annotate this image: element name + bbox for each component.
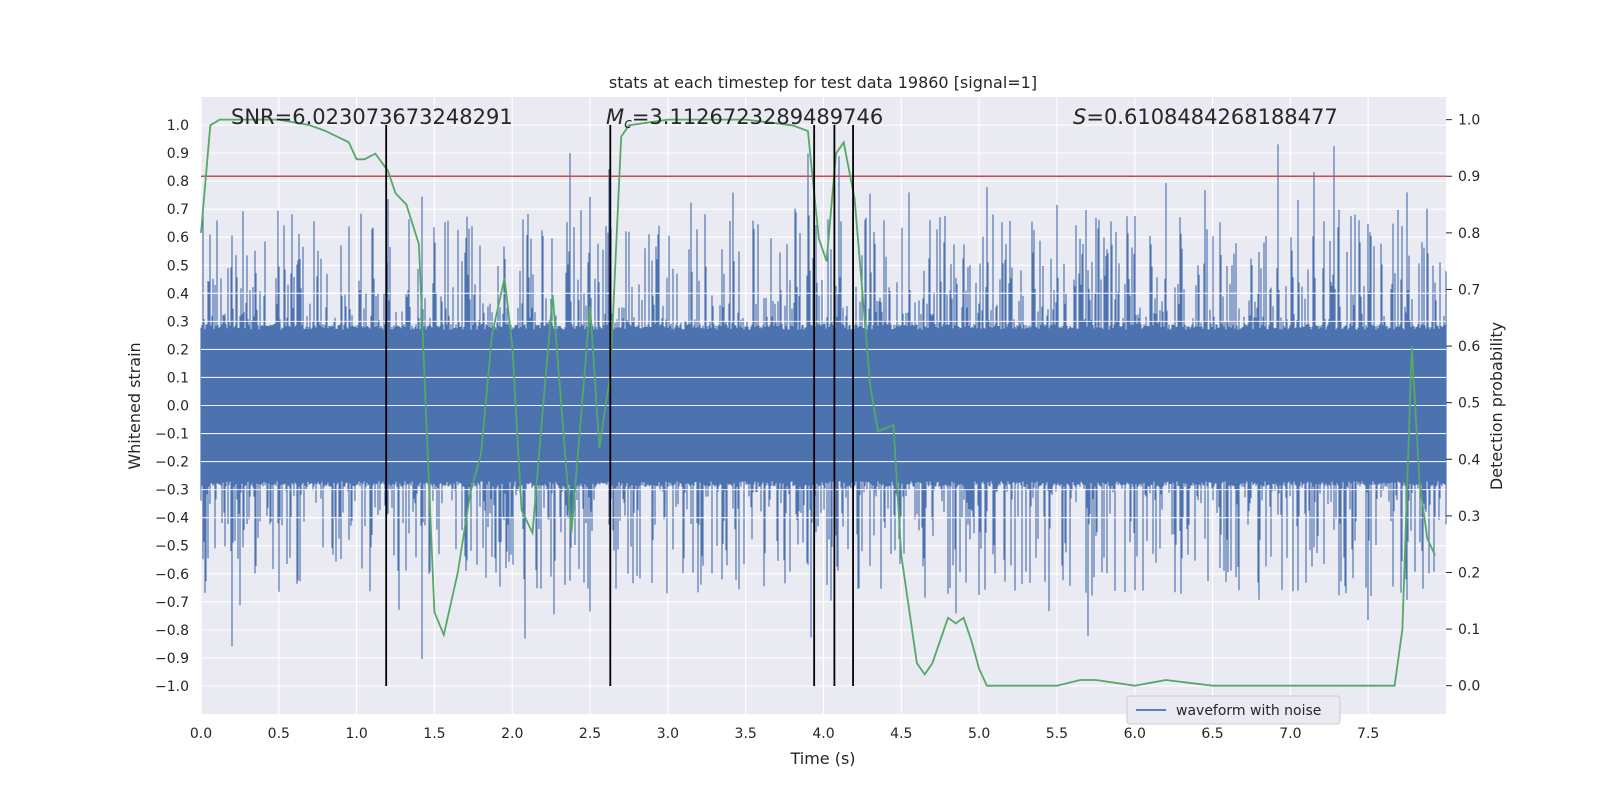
x-tick-label: 7.0 (1279, 726, 1301, 742)
y-right-tick-label: 0.2 (1458, 565, 1480, 581)
y-right-tick-label: 0.1 (1458, 622, 1480, 638)
y-left-tick-label: −0.3 (155, 483, 189, 499)
x-tick-label: 3.0 (657, 726, 679, 742)
score-symbol: S (1073, 105, 1086, 129)
y-left-tick-label: −0.5 (155, 539, 189, 555)
chirp-mass-symbol: M (606, 105, 624, 129)
x-tick-label: 4.5 (890, 726, 912, 742)
x-tick-label: 1.0 (345, 726, 367, 742)
y-left-tick-label: 0.6 (167, 230, 189, 246)
chart-title: stats at each timestep for test data 198… (609, 73, 1037, 92)
y-right-tick-label: 0.5 (1458, 396, 1480, 412)
probability-series (200, 118, 1436, 687)
legend-box (1126, 695, 1341, 725)
y-left-tick-label: 0.7 (167, 202, 189, 218)
chirp-mass-annotation: Mc=3.1126723289489746 (606, 105, 883, 132)
score-annotation: S=0.6108484268188477 (1073, 105, 1338, 129)
x-tick-label: 4.0 (812, 726, 834, 742)
y-left-tick-label: −1.0 (155, 679, 189, 695)
chirp-mass-subscript: c (624, 116, 632, 132)
y-left-tick-label: −0.4 (155, 511, 189, 527)
y-right-axis-ticks: 1.0 0.9 0.8 0.7 0.6 0.5 0.4 0.3 0.2 0.1 0.0 (1446, 113, 1480, 695)
snr-annotation: SNR=6.023073673248291 (231, 105, 513, 129)
y-left-tick-label: −0.6 (155, 567, 189, 583)
y-left-tick-label: −0.1 (155, 427, 189, 443)
x-tick-label: 7.5 (1357, 726, 1379, 742)
y-right-tick-label: 0.4 (1458, 452, 1480, 468)
y-left-axis-ticks: 1.0 0.9 0.8 0.7 0.6 0.5 0.4 0.3 0.2 0.1 0.0 −0.1 −0.… (155, 118, 189, 695)
y-right-tick-label: 0.7 (1458, 282, 1480, 298)
x-tick-label: 2.0 (501, 726, 523, 742)
legend-label: waveform with noise (1176, 703, 1321, 719)
y-left-tick-label: −0.8 (155, 623, 189, 639)
legend: waveform with noise (1126, 695, 1341, 725)
event-markers (385, 125, 854, 686)
y-left-axis-label: Whitened strain (125, 342, 144, 469)
y-left-tick-label: −0.2 (155, 455, 189, 471)
waveform-series (200, 144, 1447, 659)
x-tick-label: 6.0 (1124, 726, 1146, 742)
y-right-tick-label: 0.0 (1458, 679, 1480, 695)
y-right-tick-label: 1.0 (1458, 113, 1480, 129)
chirp-mass-value: =3.1126723289489746 (632, 105, 883, 129)
y-left-tick-label: 0.4 (167, 286, 189, 302)
y-left-tick-label: 0.5 (167, 258, 189, 274)
x-tick-label: 5.5 (1046, 726, 1068, 742)
y-left-tick-label: −0.9 (155, 651, 189, 667)
score-value: =0.6108484268188477 (1086, 105, 1337, 129)
y-left-tick-label: 0.0 (167, 399, 189, 415)
y-left-tick-label: −0.7 (155, 595, 189, 611)
x-axis-ticks: 0.0 0.5 1.0 1.5 2.0 2.5 3.0 3.5 4.0 4.5 5.0 5.5 6.0 6… (190, 726, 1379, 742)
probability-line (200, 118, 1436, 687)
x-tick-label: 3.5 (735, 726, 757, 742)
y-right-tick-label: 0.8 (1458, 226, 1480, 242)
y-left-tick-label: 0.9 (167, 146, 189, 162)
x-axis-label: Time (s) (789, 749, 855, 768)
y-left-tick-label: 0.3 (167, 314, 189, 330)
x-tick-label: 6.5 (1201, 726, 1223, 742)
x-tick-label: 1.5 (423, 726, 445, 742)
x-tick-label: 5.0 (968, 726, 990, 742)
y-left-tick-label: 0.1 (167, 370, 189, 386)
x-tick-label: 0.0 (190, 726, 212, 742)
y-left-tick-label: 0.2 (167, 342, 189, 358)
y-right-tick-label: 0.9 (1458, 169, 1480, 185)
y-left-tick-label: 0.8 (167, 174, 189, 190)
x-tick-label: 0.5 (268, 726, 290, 742)
y-right-tick-label: 0.6 (1458, 339, 1480, 355)
y-right-tick-label: 0.3 (1458, 509, 1480, 525)
y-right-axis-label: Detection probability (1487, 322, 1506, 490)
x-tick-label: 2.5 (579, 726, 601, 742)
y-left-tick-label: 1.0 (167, 118, 189, 134)
